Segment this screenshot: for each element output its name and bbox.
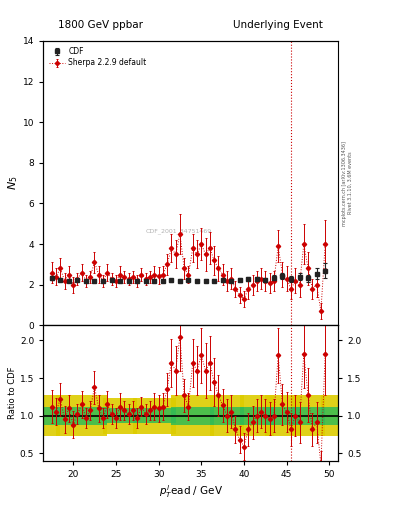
Text: CDF_2001_84751469: CDF_2001_84751469 xyxy=(146,229,212,234)
Legend: CDF, Sherpa 2.2.9 default: CDF, Sherpa 2.2.9 default xyxy=(47,45,149,70)
Text: Underlying Event: Underlying Event xyxy=(233,19,323,30)
Text: 1800 GeV ppbar: 1800 GeV ppbar xyxy=(58,19,143,30)
X-axis label: $p_T^l$ead / GeV: $p_T^l$ead / GeV xyxy=(158,483,223,500)
Y-axis label: $N_5$: $N_5$ xyxy=(6,176,20,190)
Y-axis label: mcplots.cern.ch [arXiv:1306.3436]
Rivet 3.1.10, 3.6M events: mcplots.cern.ch [arXiv:1306.3436] Rivet … xyxy=(342,141,353,226)
Y-axis label: Ratio to CDF: Ratio to CDF xyxy=(8,367,17,419)
